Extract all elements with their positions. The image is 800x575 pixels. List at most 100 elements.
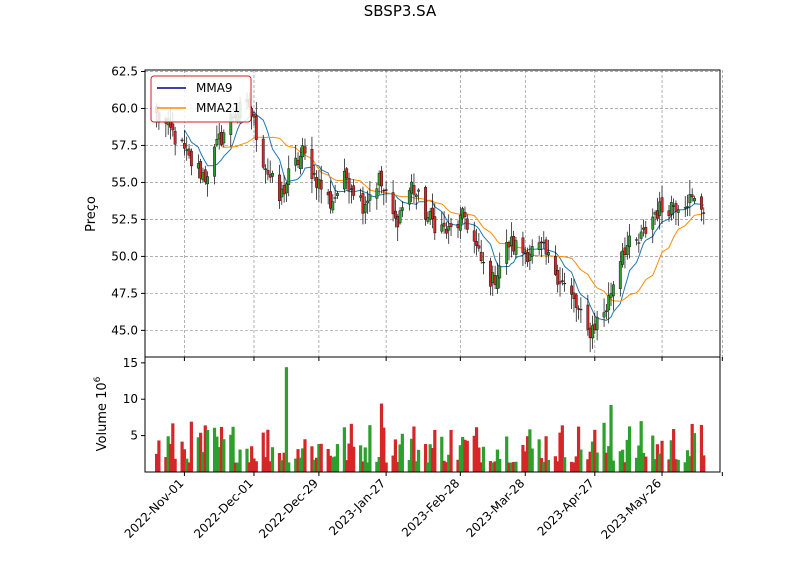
volume-bar — [294, 458, 298, 472]
candle-body — [201, 172, 205, 181]
volume-bar — [537, 439, 541, 472]
candle-body — [623, 247, 627, 255]
candle-body — [577, 308, 580, 310]
candle-body — [563, 282, 567, 285]
volume-y-axis-label: Volume 106 — [93, 376, 110, 451]
volume-bar — [488, 461, 493, 472]
volume-bar — [672, 429, 676, 472]
candle-body — [558, 281, 562, 284]
volume-bar — [168, 443, 173, 472]
volume-y-tick-label-0: 5 — [130, 429, 138, 443]
candle-body — [268, 174, 272, 178]
candle-body — [637, 242, 641, 244]
volume-bar — [185, 458, 189, 472]
candle-body — [213, 146, 216, 177]
volume-bar — [588, 451, 592, 472]
candle-body — [521, 237, 525, 253]
price-y-tick-label-5: 57.5 — [111, 138, 138, 152]
legend-label-mma21: MMA21 — [196, 101, 240, 115]
candle-body — [180, 139, 184, 142]
volume-bar — [250, 446, 254, 472]
candle-body — [493, 275, 497, 285]
volume-bar — [236, 462, 240, 472]
candle-body — [394, 210, 397, 219]
x-tick-label-0: 2022-Nov-01 — [122, 476, 187, 541]
candle-body — [417, 189, 420, 192]
candle-body — [261, 138, 265, 168]
volume-y-tick-label-2: 15 — [123, 356, 138, 370]
candle-body — [280, 188, 284, 198]
volume-bar — [505, 436, 509, 472]
legend: MMA9 MMA21 — [150, 75, 252, 123]
candle-body — [252, 114, 256, 118]
volume-bar — [410, 438, 414, 472]
candlestick-series — [155, 92, 706, 353]
volume-bar — [542, 461, 546, 472]
candle-body — [445, 228, 448, 234]
volume-bar — [477, 447, 481, 472]
candle-body — [173, 131, 177, 145]
candle-body — [505, 242, 509, 264]
volume-bar — [363, 447, 367, 472]
candle-body — [266, 170, 270, 175]
volume-bar — [365, 462, 370, 472]
candle-body — [391, 192, 395, 215]
candle-body — [593, 323, 597, 331]
volume-bar — [658, 453, 662, 472]
volume-bar — [546, 459, 551, 472]
candle-body — [660, 197, 664, 213]
volume-bar — [553, 456, 557, 472]
x-ticks: 2022-Nov-01 2022-Dec-01 2022-Dec-29 2023-Ja… — [122, 357, 723, 542]
volume-bar — [563, 457, 567, 472]
candle-body — [621, 250, 625, 265]
candle-body — [449, 223, 453, 227]
candle-body — [347, 178, 351, 191]
volume-bar — [414, 461, 418, 472]
volume-bar — [312, 459, 316, 472]
candle-body — [171, 123, 175, 131]
candle-body — [206, 176, 210, 185]
volume-bar — [266, 429, 270, 472]
candle-body — [183, 143, 186, 149]
candle-body — [658, 201, 662, 216]
volume-bar — [349, 423, 353, 472]
price-y-tick-label-0: 45.0 — [111, 323, 138, 337]
price-y-axis-label: Preço — [84, 196, 99, 232]
volume-bar — [203, 425, 207, 472]
candle-body — [523, 252, 527, 255]
volume-bar — [164, 457, 168, 472]
volume-bar — [430, 448, 435, 472]
volume-bar — [154, 453, 159, 472]
candle-body — [333, 197, 337, 199]
candle-body — [540, 241, 543, 244]
candle-body — [544, 239, 548, 255]
volume-bar — [359, 445, 363, 472]
volume-bar — [328, 455, 333, 472]
candle-body — [688, 194, 692, 204]
candle-body — [676, 209, 680, 213]
volume-bar — [215, 436, 219, 472]
candle-body — [609, 293, 613, 298]
volume-bar — [282, 452, 286, 472]
candle-body — [458, 214, 462, 231]
volume-bar — [593, 429, 597, 472]
candle-body — [189, 150, 193, 167]
volume-bar — [342, 427, 346, 472]
volume-bar — [623, 462, 627, 472]
candle-body — [526, 251, 529, 262]
volume-bar — [639, 421, 643, 472]
volume-bar — [400, 433, 404, 472]
candle-body — [326, 191, 330, 196]
candle-body — [461, 208, 465, 219]
candle-body — [667, 210, 671, 217]
candle-body — [574, 294, 578, 308]
candle-body — [428, 210, 432, 220]
volume-bar — [570, 461, 574, 472]
volume-bar — [426, 462, 430, 472]
volume-bar — [247, 462, 251, 472]
candle-body — [591, 325, 594, 339]
candle-body — [287, 168, 291, 185]
volume-bar — [379, 403, 384, 472]
volume-bar — [458, 445, 462, 472]
candle-body — [595, 316, 599, 330]
